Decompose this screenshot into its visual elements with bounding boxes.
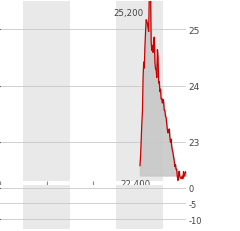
Text: 25,200: 25,200 (113, 9, 143, 18)
Bar (116, 2, 163, 181)
Bar (23, 185, 70, 229)
Bar (23, 2, 70, 181)
Bar (116, 185, 163, 229)
Text: 22,400: 22,400 (120, 179, 150, 188)
